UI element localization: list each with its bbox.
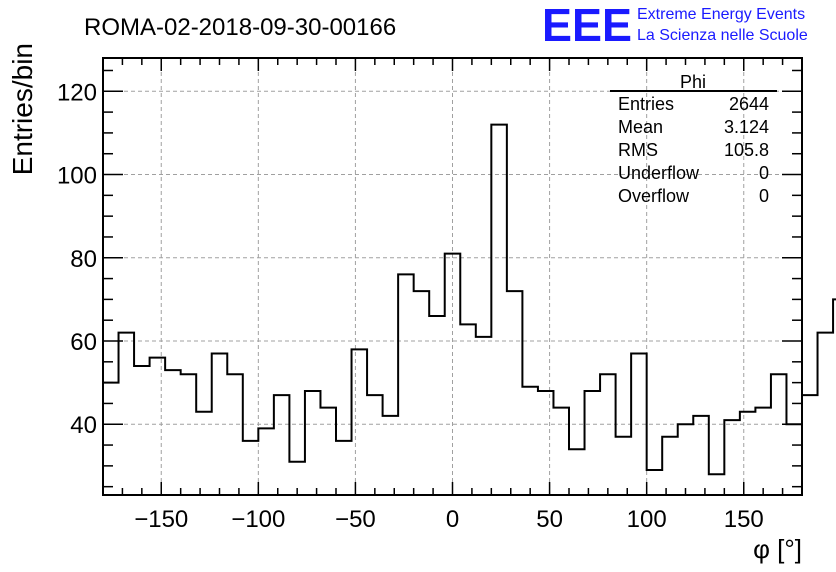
histogram-bin [724, 420, 740, 495]
chart-title: ROMA-02-2018-09-30-00166 [84, 14, 396, 41]
histogram-bars [102, 123, 836, 495]
x-tick-label: 150 [724, 506, 764, 533]
stats-row-label: Entries [618, 94, 674, 114]
histogram-bin [414, 291, 430, 495]
x-axis-label: φ [°] [753, 534, 802, 564]
stats-row-value: 0 [759, 163, 769, 183]
histogram-bin [755, 408, 771, 495]
histogram-bin [243, 441, 259, 495]
y-tick-label: 120 [57, 79, 97, 106]
stats-row-value: 105.8 [724, 140, 769, 160]
histogram-bin [320, 408, 336, 495]
histogram-bin [709, 474, 725, 495]
stats-row-label: RMS [618, 140, 658, 160]
stats-box: Phi Entries 2644 Mean 3.124 RMS 105.8 Underflo… [610, 72, 777, 206]
stats-row-value: 2644 [729, 94, 769, 114]
y-tick-label: 80 [70, 246, 97, 273]
histogram-bin [367, 395, 383, 495]
stats-row-label: Underflow [618, 163, 700, 183]
histogram-bin [693, 416, 709, 495]
x-tick-label: 100 [627, 506, 667, 533]
histogram-bin [460, 324, 476, 495]
histogram-bin [647, 470, 663, 495]
histogram-bin [538, 391, 554, 495]
eee-logo-line1: Extreme Energy Events [637, 6, 805, 23]
histogram-bin [227, 374, 243, 495]
histogram-bin [134, 366, 150, 495]
stats-title: Phi [680, 72, 706, 92]
eee-logo: EEE Extreme Energy Events La Scienza nel… [542, 0, 808, 51]
histogram-bin [352, 349, 368, 495]
x-tick-label: 50 [536, 506, 563, 533]
histogram-bin [585, 391, 601, 495]
histogram-bin [150, 358, 166, 495]
histogram-bin [802, 395, 818, 495]
histogram-bin [771, 374, 787, 495]
histogram-bin [616, 437, 632, 495]
histogram-outline [102, 123, 836, 495]
axis-ticks: −150 −100 −50 0 50 100 150 40 60 80 100 120 [57, 58, 803, 533]
histogram-bin [569, 449, 585, 495]
histogram-bin [678, 424, 694, 495]
histogram-bin [600, 374, 616, 495]
x-tick-label: −150 [134, 506, 188, 533]
y-tick-label: 40 [70, 412, 97, 439]
histogram-bin [119, 333, 135, 495]
histogram-bin [507, 291, 523, 495]
stats-row-value: 0 [759, 186, 769, 206]
histogram-bin [398, 274, 414, 495]
x-tick-label: −100 [231, 506, 285, 533]
histogram-bin [491, 125, 507, 495]
eee-logo-mark: EEE [542, 0, 632, 51]
histogram-bin [274, 395, 290, 495]
histogram-bin [165, 370, 181, 495]
histogram-bin [429, 316, 445, 495]
eee-logo-line2: La Scienza nelle Scuole [637, 27, 808, 44]
histogram-bin [305, 391, 321, 495]
histogram-bin [522, 387, 538, 495]
histogram-bin [336, 441, 352, 495]
stats-row-label: Mean [618, 117, 663, 137]
histogram-bin [476, 337, 492, 495]
x-tick-label: 0 [446, 506, 459, 533]
histogram-bin [181, 374, 197, 495]
histogram-bin [786, 424, 802, 495]
histogram-bin [258, 428, 274, 495]
stats-row-label: Overflow [618, 186, 690, 206]
histogram-bin [818, 333, 834, 495]
histogram-bin [383, 416, 399, 495]
histogram-bin [103, 383, 119, 495]
x-tick-label: −50 [335, 506, 376, 533]
y-tick-label: 100 [57, 163, 97, 190]
histogram-bin [553, 408, 569, 495]
histogram-bin [662, 437, 678, 495]
stats-row-value: 3.124 [724, 117, 769, 137]
y-tick-label: 60 [70, 329, 97, 356]
grid [103, 58, 802, 495]
y-axis-label: Entries/bin [7, 43, 38, 175]
